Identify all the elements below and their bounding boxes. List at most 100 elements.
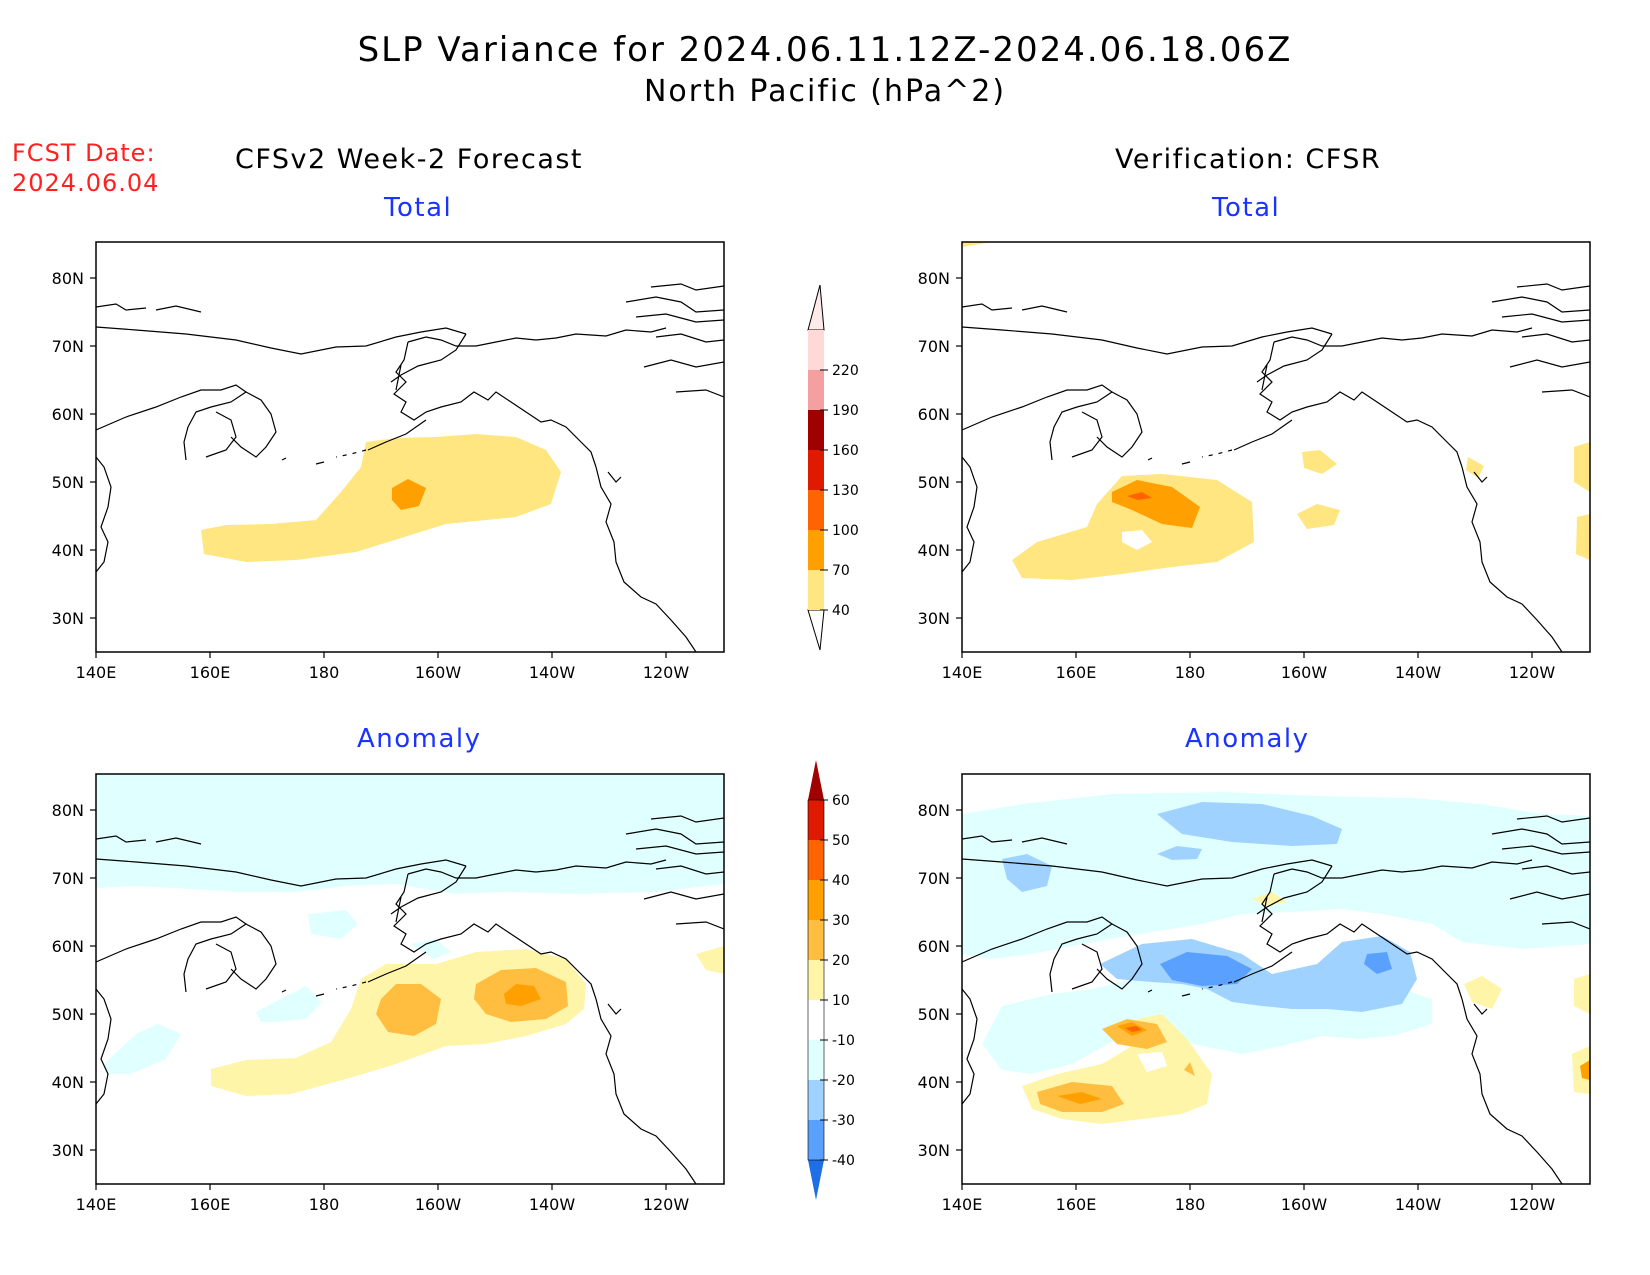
verification-anomaly-label: Anomaly xyxy=(1185,724,1310,754)
lat-tick-label: 40N xyxy=(52,541,84,560)
lon-tick-label: 160E xyxy=(190,1195,231,1214)
colorbar-segment xyxy=(808,410,824,450)
forecast-total-map xyxy=(95,241,725,653)
chart-subtitle: North Pacific (hPa^2) xyxy=(643,74,1007,109)
left-column-heading: CFSv2 Week-2 Forecast xyxy=(235,144,584,175)
lat-tick-label: 50N xyxy=(52,1005,84,1024)
lat-tick-label: 60N xyxy=(52,405,84,424)
colorbar-segment xyxy=(808,1080,824,1120)
colorbar-level-label: 100 xyxy=(832,523,859,539)
fcst-date-value: 2024.06.04 xyxy=(12,169,160,197)
colorbar-frame xyxy=(807,799,825,1161)
lat-tick-label: 70N xyxy=(52,337,84,356)
lat-tick-label: 30N xyxy=(918,609,950,628)
lat-tick-label: 80N xyxy=(52,801,84,820)
lon-tick-label: 120W xyxy=(643,1195,690,1214)
forecast-anomaly-label: Anomaly xyxy=(357,724,482,754)
colorbar-level-label: 10 xyxy=(832,993,850,1009)
lat-tick-label: 70N xyxy=(918,869,950,888)
lon-tick-label: 180 xyxy=(309,663,340,682)
lon-tick-label: 140E xyxy=(942,1195,983,1214)
fcst-date-heading: FCST Date: xyxy=(12,139,156,167)
lat-tick-label: 30N xyxy=(918,1141,950,1160)
lon-tick-label: 160E xyxy=(1056,1195,1097,1214)
lat-tick-label: 60N xyxy=(918,937,950,956)
lon-tick-label: 140E xyxy=(942,663,983,682)
lat-tick-label: 60N xyxy=(52,937,84,956)
colorbar-level-label: 30 xyxy=(832,913,850,929)
colorbar-upper-arrow xyxy=(808,760,824,800)
colorbar-upper-arrow xyxy=(807,284,825,331)
lat-tick-label: 50N xyxy=(918,1005,950,1024)
lon-tick-label: 180 xyxy=(1175,663,1206,682)
lon-tick-label: 120W xyxy=(1509,1195,1556,1214)
colorbar-level-label: 40 xyxy=(832,873,850,889)
lon-tick-label: 160E xyxy=(190,663,231,682)
colorbar-level-label: 190 xyxy=(832,403,859,419)
lon-tick-label: 140W xyxy=(529,1195,576,1214)
lon-tick-label: 140E xyxy=(76,663,117,682)
lat-tick-label: 30N xyxy=(52,609,84,628)
colorbar-segment xyxy=(808,490,824,530)
verification-total-map xyxy=(961,241,1591,653)
contour-40-70 xyxy=(201,434,561,562)
lat-tick-label: 70N xyxy=(918,337,950,356)
forecast-total-label: Total xyxy=(384,193,453,223)
lon-tick-label: 180 xyxy=(1175,1195,1206,1214)
lat-tick-label: 40N xyxy=(918,1073,950,1092)
colorbar-segment xyxy=(808,920,824,960)
lat-tick-label: 30N xyxy=(52,1141,84,1160)
lat-tick-label: 40N xyxy=(918,541,950,560)
right-column-heading: Verification: CFSR xyxy=(1115,144,1382,175)
colorbar-segment xyxy=(808,330,824,370)
colorbar-segment xyxy=(808,960,824,1000)
colorbar-segment xyxy=(808,370,824,410)
verification-anomaly-map xyxy=(961,773,1591,1185)
lon-tick-label: 140W xyxy=(1395,663,1442,682)
colorbar-segment xyxy=(808,1000,824,1040)
lon-tick-label: 160W xyxy=(1281,663,1328,682)
lat-tick-label: 60N xyxy=(918,405,950,424)
colorbar-level-label: 220 xyxy=(832,363,859,379)
lat-tick-label: 80N xyxy=(918,801,950,820)
lat-tick-label: 80N xyxy=(52,269,84,288)
colorbar-level-label: -40 xyxy=(832,1153,855,1169)
axes-layer: 80N 70N 60N 50N 40N 30N 140E 160E 180 160W 140W 120… xyxy=(52,269,1556,1214)
colorbar-segment xyxy=(808,880,824,920)
verification-total-label: Total xyxy=(1212,193,1281,223)
forecast-anomaly-map xyxy=(95,773,725,1185)
anomaly-colorbar: 60 50 40 30 20 10 -10 -20 -30 -40 xyxy=(807,760,855,1200)
lon-tick-label: 140E xyxy=(76,1195,117,1214)
colorbar-level-label: 130 xyxy=(832,483,859,499)
lon-tick-label: 140W xyxy=(529,663,576,682)
colorbar-level-label: -10 xyxy=(832,1033,855,1049)
lon-tick-label: 160E xyxy=(1056,663,1097,682)
colorbar-segment xyxy=(808,840,824,880)
lon-tick-label: 160W xyxy=(1281,1195,1328,1214)
colorbar-segment xyxy=(808,570,824,610)
lat-tick-label: 70N xyxy=(52,869,84,888)
colorbar-level-label: 50 xyxy=(832,833,850,849)
lon-tick-label: 120W xyxy=(1509,663,1556,682)
lon-tick-label: 160W xyxy=(415,1195,462,1214)
colorbar-segment xyxy=(808,530,824,570)
lat-tick-label: 50N xyxy=(918,473,950,492)
contour-70-100 xyxy=(392,479,426,510)
colorbar-lower-arrow xyxy=(808,1160,824,1200)
colorbar-level-label: 60 xyxy=(832,793,850,809)
chart-title: SLP Variance for 2024.06.11.12Z-2024.06.… xyxy=(357,30,1293,70)
colorbar-segment xyxy=(808,450,824,490)
lat-tick-label: 80N xyxy=(918,269,950,288)
colorbar-level-label: 20 xyxy=(832,953,850,969)
colorbar-segment xyxy=(808,1120,824,1160)
total-colorbar: 40 70 100 130 160 190 220 xyxy=(807,284,859,651)
colorbar-lower-arrow xyxy=(807,609,825,651)
lat-tick-label: 40N xyxy=(52,1073,84,1092)
colorbar-segment xyxy=(808,1040,824,1080)
lon-tick-label: 140W xyxy=(1395,1195,1442,1214)
colorbar-segment xyxy=(808,800,824,840)
colorbar-level-label: 40 xyxy=(832,603,850,619)
colorbar-level-label: -20 xyxy=(832,1073,855,1089)
colorbar-level-label: 160 xyxy=(832,443,859,459)
